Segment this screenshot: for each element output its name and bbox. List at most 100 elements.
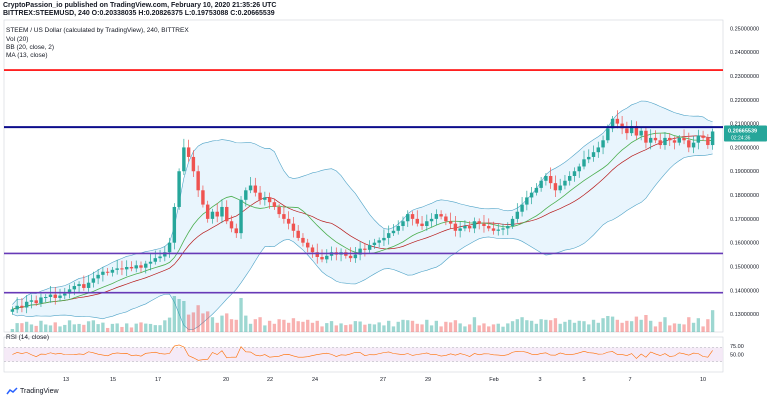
candle-body bbox=[691, 142, 696, 148]
volume-bar bbox=[615, 319, 620, 332]
candle-body bbox=[239, 199, 243, 234]
volume-bar bbox=[101, 322, 105, 332]
candle-body bbox=[15, 305, 19, 310]
volume-bar bbox=[91, 320, 96, 332]
candle-body bbox=[20, 305, 24, 308]
candle-body bbox=[348, 255, 353, 259]
volume-bar bbox=[439, 326, 443, 332]
candle-body bbox=[544, 176, 548, 181]
volume-bar bbox=[301, 321, 305, 332]
volume-bar bbox=[353, 321, 358, 332]
candle-body bbox=[215, 211, 219, 217]
candle-body bbox=[48, 294, 53, 297]
bollinger-legend[interactable]: BB (20, close, 2) bbox=[6, 44, 55, 51]
candle-body bbox=[634, 125, 639, 136]
volume-bar bbox=[320, 326, 324, 332]
candle-body bbox=[577, 166, 581, 172]
candle-body bbox=[115, 268, 119, 270]
volume-bar bbox=[596, 322, 600, 332]
volume-bar bbox=[105, 327, 110, 332]
volume-bar bbox=[115, 323, 119, 332]
candle-body bbox=[139, 265, 143, 268]
y-tick-label: 0.19000000 bbox=[730, 169, 759, 175]
volume-bar bbox=[706, 319, 710, 332]
candle-body bbox=[625, 128, 629, 134]
candle-body bbox=[491, 228, 496, 231]
candle-body bbox=[363, 248, 367, 250]
volume-bar bbox=[472, 317, 477, 332]
x-tick-label: Feb bbox=[489, 377, 498, 383]
volume-bar bbox=[39, 320, 43, 332]
candle-body bbox=[86, 282, 91, 288]
y-tick-label: 0.18000000 bbox=[730, 193, 759, 199]
candle-body bbox=[286, 218, 291, 224]
volume-bar bbox=[468, 324, 472, 332]
candle-body bbox=[382, 237, 386, 241]
volume-bar bbox=[520, 317, 524, 332]
bollinger-basis-line bbox=[12, 135, 713, 310]
volume-bar bbox=[625, 320, 629, 332]
volume-bar bbox=[86, 321, 91, 332]
volume-bar bbox=[506, 323, 510, 332]
candle-body bbox=[629, 125, 634, 134]
volume-bar bbox=[687, 317, 691, 332]
volume-bar bbox=[272, 323, 277, 332]
volume-bar bbox=[587, 324, 591, 332]
candle-body bbox=[263, 197, 267, 200]
candle-body bbox=[582, 159, 586, 167]
volume-bar bbox=[153, 325, 157, 332]
x-tick-label: 29 bbox=[425, 377, 431, 383]
volume-bar bbox=[339, 323, 343, 332]
volume-bar bbox=[677, 323, 681, 332]
candle-body bbox=[234, 228, 238, 234]
volume-bar bbox=[377, 322, 381, 332]
volume-bar bbox=[44, 324, 48, 332]
volume-bar bbox=[482, 323, 486, 332]
volume-bar bbox=[367, 323, 372, 332]
volume-bar bbox=[372, 324, 377, 332]
volume-bar bbox=[634, 316, 639, 332]
volume-bar bbox=[291, 318, 296, 332]
volume-bar bbox=[420, 324, 424, 332]
volume-bar bbox=[82, 324, 86, 332]
x-tick-label: 17 bbox=[155, 377, 161, 383]
volume-bar bbox=[110, 323, 115, 332]
candle-body bbox=[553, 183, 558, 191]
volume-bar bbox=[701, 326, 705, 332]
rsi-legend[interactable]: RSI (14, close) bbox=[6, 334, 49, 341]
y-tick-label: 0.24000000 bbox=[730, 50, 759, 56]
volume-bar bbox=[77, 323, 81, 332]
volume-bar bbox=[296, 321, 300, 332]
brand-name: TradingView bbox=[20, 387, 59, 395]
candle-body bbox=[653, 137, 658, 141]
volume-bar bbox=[139, 322, 143, 332]
ma-legend[interactable]: MA (13, close) bbox=[6, 52, 48, 59]
y-tick-label: 0.13000000 bbox=[730, 312, 759, 318]
candle-body bbox=[596, 147, 601, 153]
volume-bar bbox=[415, 323, 419, 332]
volume-legend[interactable]: Vol (20) bbox=[6, 36, 29, 43]
x-tick-label: 24 bbox=[312, 377, 318, 383]
volume-bar bbox=[644, 315, 648, 332]
y-tick-label: 0.17000000 bbox=[730, 217, 759, 223]
candle-body bbox=[706, 137, 710, 146]
y-tick-label: 0.20000000 bbox=[730, 145, 759, 151]
candle-body bbox=[410, 214, 415, 219]
candle-body bbox=[525, 197, 529, 205]
volume-bar bbox=[167, 317, 172, 332]
volume-bar bbox=[591, 319, 596, 332]
volume-bar bbox=[63, 324, 67, 332]
volume-bar bbox=[568, 319, 572, 332]
candle-body bbox=[644, 130, 648, 143]
y-tick-label: 0.14000000 bbox=[730, 288, 759, 294]
volume-bar bbox=[334, 325, 338, 332]
candle-body bbox=[148, 261, 153, 264]
candle-body bbox=[29, 300, 34, 302]
volume-bar bbox=[144, 323, 148, 332]
candle-body bbox=[458, 228, 462, 231]
volume-bar bbox=[525, 320, 529, 332]
volume-bar bbox=[539, 319, 543, 332]
volume-bar bbox=[182, 301, 186, 332]
candle-body bbox=[444, 216, 448, 222]
